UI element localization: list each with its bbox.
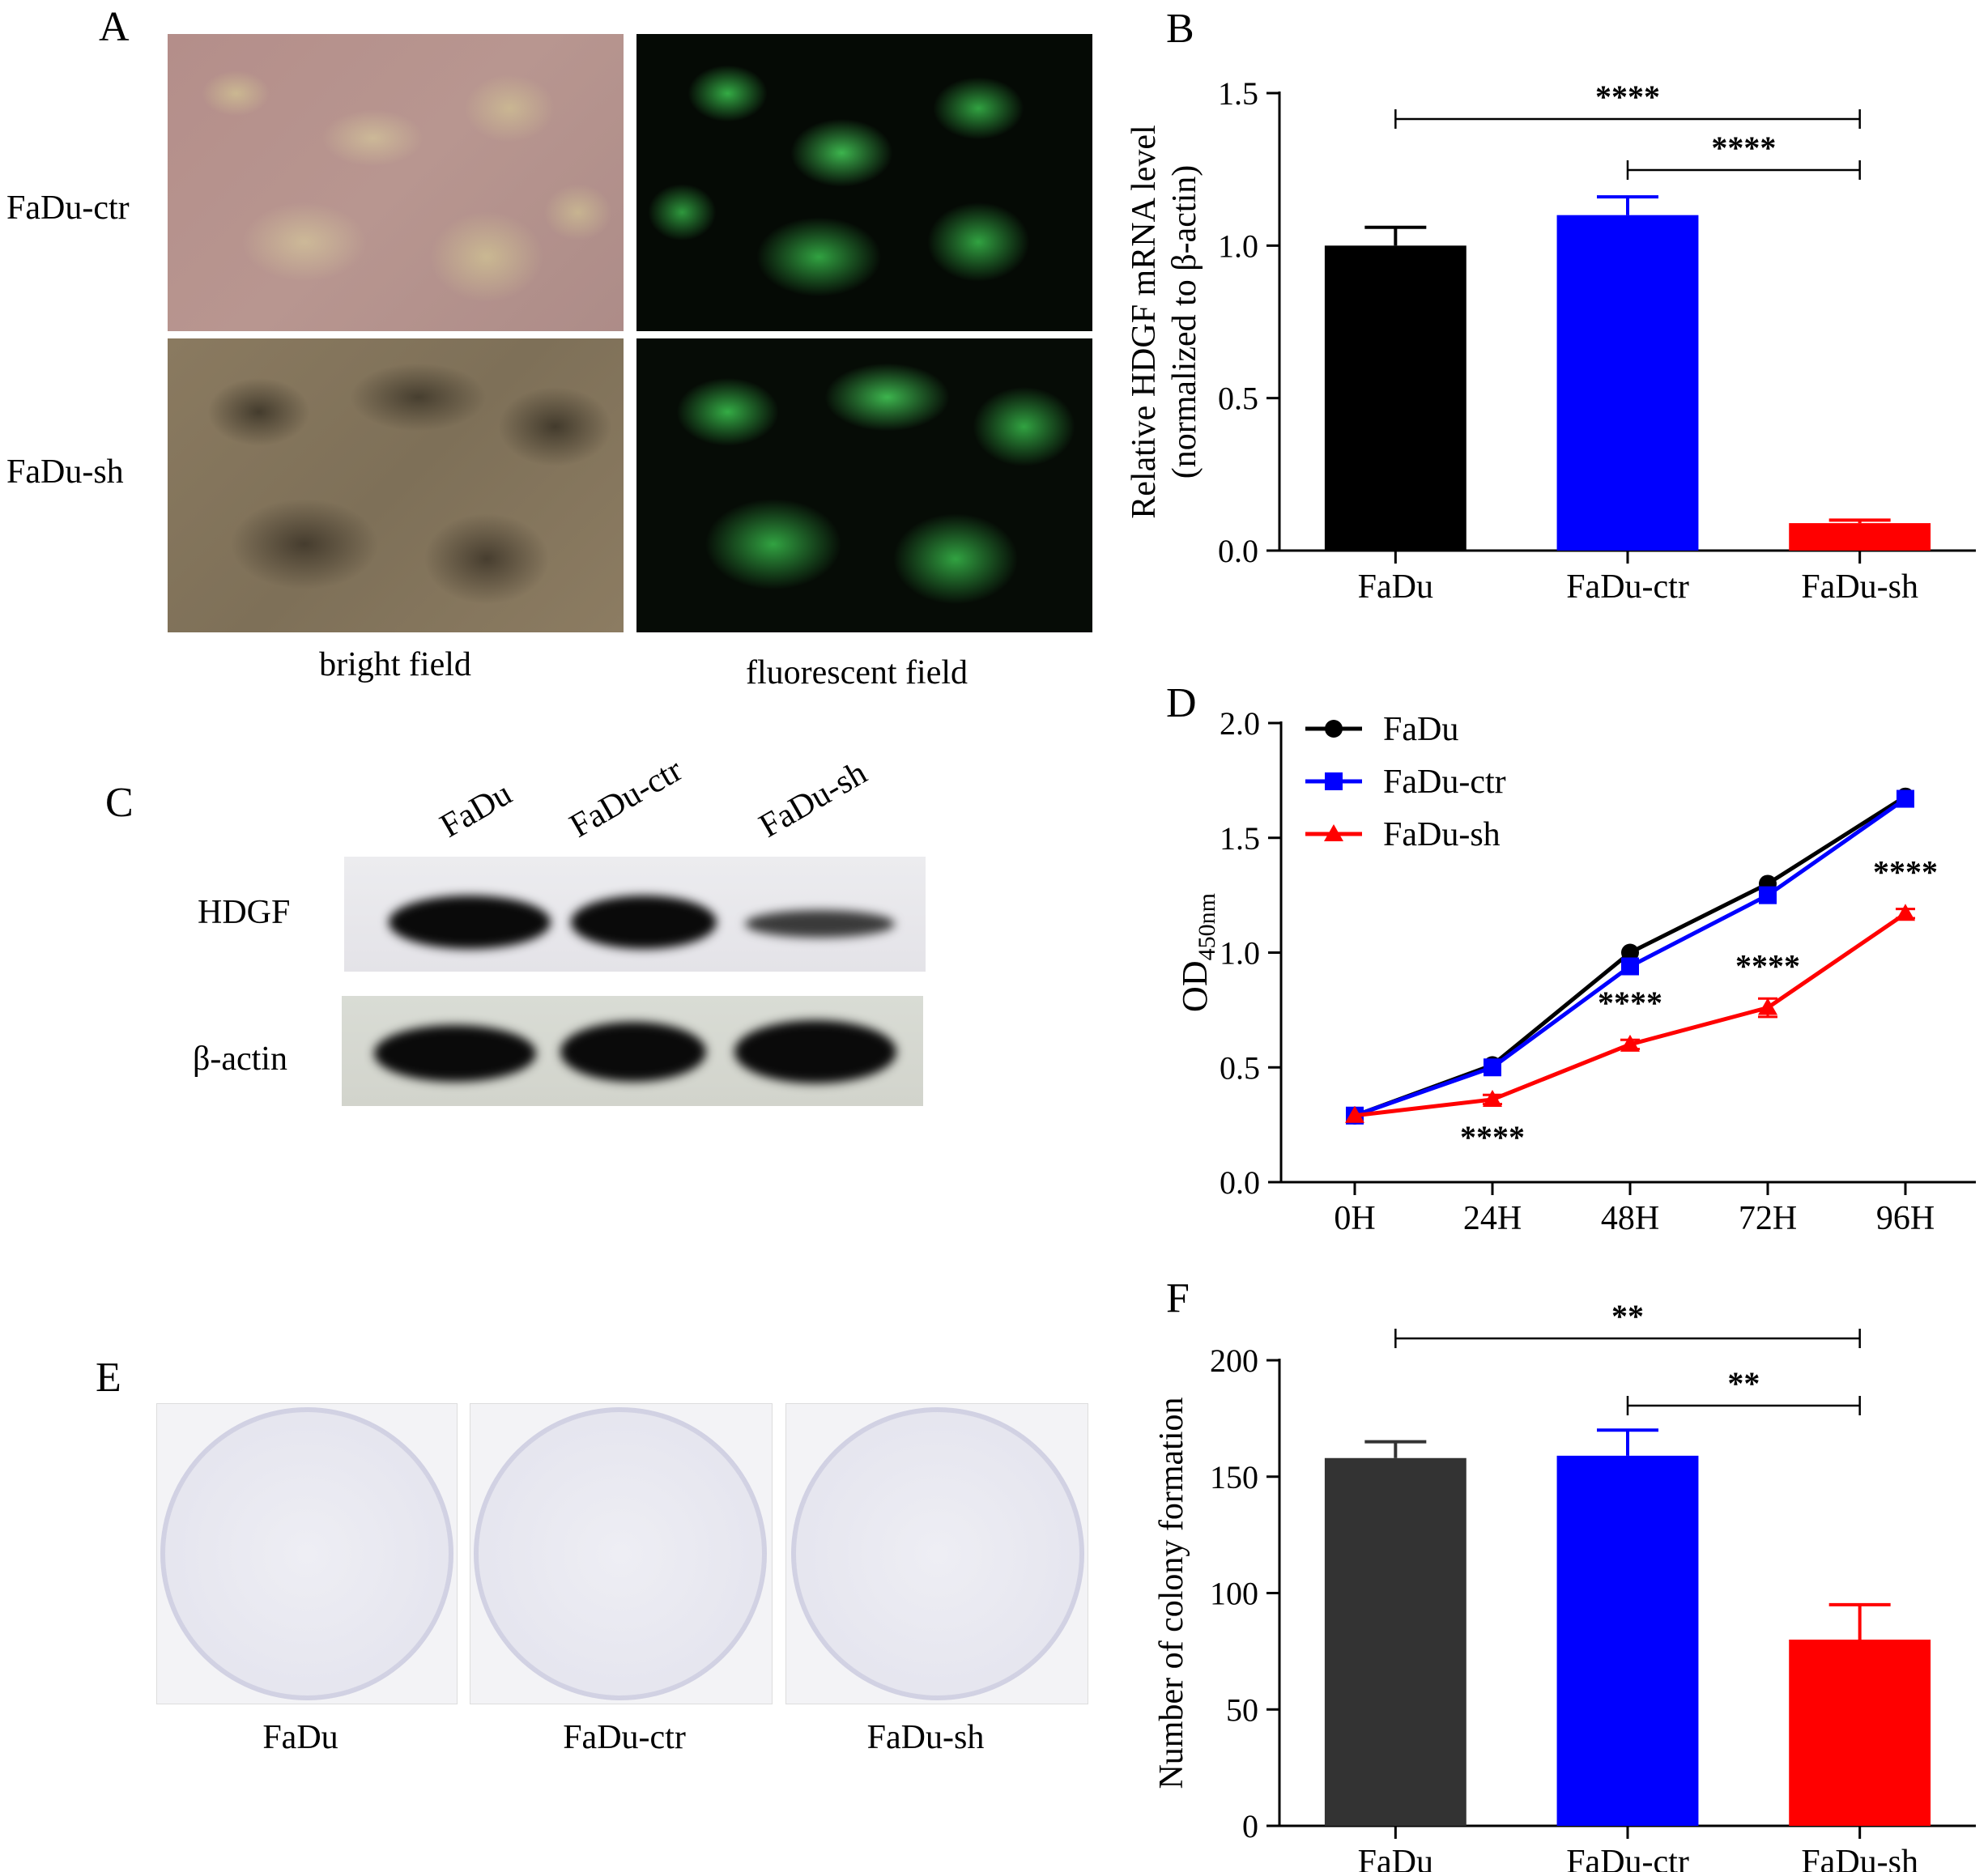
chart-d-legend-marker-fadu — [1325, 720, 1343, 738]
colony-dish-fadu-sh — [791, 1407, 1084, 1700]
chart-b-x-tick-label-fadu-sh: FaDu-sh — [1801, 568, 1918, 606]
panel-d-letter: D — [1166, 680, 1197, 726]
chart-d-x-tick-label-48h: 48H — [1601, 1200, 1659, 1237]
bright-field-image-ctr — [168, 34, 624, 331]
hdgf-blot — [344, 857, 926, 972]
hdgf-band-fadu-ctr — [571, 896, 717, 949]
plate-label-fadu-sh: FaDu-sh — [866, 1719, 985, 1756]
col-label-fluorescent-field: fluorescent field — [745, 654, 968, 691]
chart-d-legend-label-fadu: FaDu — [1383, 711, 1458, 748]
chart-b-bar-fadu — [1324, 245, 1467, 551]
chart-f-x-tick-label-fadu: FaDu — [1358, 1844, 1433, 1872]
col-label-bright-field: bright field — [319, 646, 471, 683]
row-label-fadu-ctr: FaDu-ctr — [6, 189, 130, 227]
chart-f-x-tick-label-fadu-ctr: FaDu-ctr — [1566, 1844, 1689, 1872]
row-label-fadu-sh: FaDu-sh — [6, 453, 124, 491]
panel-f-letter: F — [1166, 1275, 1190, 1321]
chart-d-sig-label: **** — [1460, 1119, 1525, 1155]
chart-d-legend-label-fadu-ctr: FaDu-ctr — [1383, 764, 1506, 801]
chart-d-legend-marker-fadu-ctr — [1325, 772, 1343, 790]
chart-d-y-tick-label: 1.5 — [1220, 820, 1260, 857]
chart-f-bar-fadu-ctr — [1556, 1455, 1699, 1826]
beta-actin-blot — [342, 996, 923, 1106]
chart-d-x-tick-label-0h: 0H — [1334, 1200, 1375, 1237]
panel-b-letter: B — [1166, 6, 1194, 52]
panel-c-letter: C — [105, 780, 134, 826]
chart-d-point-fadu-ctr — [1759, 886, 1777, 904]
chart-b: 0.0 0.5 1.0 1.5 FaDu FaDu-ctr FaDu-sh **** **** R… — [1126, 75, 1976, 606]
chart-f-sig-label: ** — [1727, 1365, 1760, 1402]
chart-d-y-label: OD450nm — [1175, 893, 1220, 1012]
chart-d-x-tick-label-72h: 72H — [1739, 1200, 1797, 1237]
chart-b-sig-label: **** — [1711, 130, 1776, 166]
chart-d: 0.0 0.5 1.0 1.5 2.0 0H 24H 48H 72H 96H FaDu FaDu-ct… — [1175, 705, 1976, 1237]
chart-d-legend-marker-fadu-sh — [1324, 824, 1343, 841]
actin-band-fadu — [374, 1025, 536, 1082]
chart-d-point-fadu-sh — [1483, 1089, 1502, 1107]
colony-plate-fadu-sh — [785, 1403, 1088, 1704]
chart-f-y-tick-label: 0 — [1242, 1808, 1258, 1844]
plate-label-fadu: FaDu — [262, 1719, 338, 1756]
chart-b-x-tick-label-fadu: FaDu — [1358, 568, 1433, 606]
chart-d-x-tick-label-96h: 96H — [1876, 1200, 1935, 1237]
chart-f-sig-label: ** — [1611, 1298, 1644, 1334]
bright-field-image-sh — [168, 338, 624, 632]
chart-f-x-tick-label-fadu-sh: FaDu-sh — [1801, 1844, 1918, 1872]
chart-d-point-fadu — [1621, 943, 1639, 962]
colony-plate-fadu — [156, 1403, 458, 1704]
chart-d-point-fadu-sh — [1758, 998, 1777, 1015]
chart-d-sig-label: **** — [1735, 948, 1800, 985]
chart-b-y-tick-label: 1.0 — [1218, 228, 1258, 264]
chart-d-y-tick-label: 2.0 — [1220, 705, 1260, 742]
chart-d-y-label-main: OD — [1175, 960, 1215, 1012]
chart-d-point-fadu-sh — [1896, 904, 1915, 921]
hdgf-band-fadu — [389, 896, 551, 949]
chart-d-point-fadu-ctr — [1484, 1058, 1501, 1077]
actin-band-fadu-sh — [734, 1020, 896, 1083]
chart-f-y-label: Number of colony formation — [1153, 1397, 1190, 1789]
blot-label-hdgf: HDGF — [198, 894, 291, 931]
chart-d-point-fadu-sh — [1345, 1105, 1364, 1123]
chart-d-sig-label: **** — [1598, 985, 1662, 1021]
fluorescent-field-image-sh — [636, 338, 1092, 632]
colony-plate-fadu-ctr — [470, 1403, 773, 1704]
chart-b-x-tick-label-fadu-ctr: FaDu-ctr — [1566, 568, 1689, 606]
chart-d-y-tick-label: 1.0 — [1220, 935, 1260, 972]
chart-f: 0 50 100 150 200 FaDu FaDu-ctr FaDu-sh ** ** Numbe… — [1153, 1298, 1976, 1872]
panel-a-letter: A — [99, 4, 130, 50]
chart-d-y-tick-label: 0.5 — [1220, 1049, 1260, 1086]
chart-f-y-tick-label: 100 — [1210, 1576, 1258, 1612]
plate-label-fadu-ctr: FaDu-ctr — [563, 1719, 686, 1756]
chart-f-y-tick-label: 150 — [1210, 1459, 1258, 1495]
chart-b-y-tick-label: 0.5 — [1218, 381, 1258, 417]
chart-d-legend-label-fadu-sh: FaDu-sh — [1383, 816, 1501, 853]
chart-d-x-tick-label-24h: 24H — [1463, 1200, 1522, 1237]
chart-d-y-label-sub: 450nm — [1194, 893, 1220, 960]
chart-f-bar-fadu — [1324, 1457, 1467, 1826]
chart-b-sig-label: **** — [1595, 79, 1660, 115]
chart-b-y-tick-label: 0.0 — [1218, 533, 1258, 569]
chart-b-bar-fadu-sh — [1789, 523, 1931, 551]
fluorescent-field-image-ctr — [636, 34, 1092, 331]
chart-b-bar-fadu-ctr — [1556, 215, 1699, 551]
chart-f-y-tick-label: 50 — [1226, 1691, 1258, 1728]
chart-f-y-tick-label: 200 — [1210, 1342, 1258, 1379]
chart-f-bar-fadu-sh — [1789, 1640, 1931, 1826]
chart-b-y-tick-label: 1.5 — [1218, 75, 1258, 112]
actin-band-fadu-ctr — [560, 1022, 706, 1082]
chart-b-y-label: (normalized to β-actin) — [1166, 165, 1203, 479]
colony-dish-fadu — [160, 1407, 453, 1700]
chart-d-point-fadu-ctr — [1896, 789, 1914, 808]
chart-d-point-fadu-ctr — [1621, 957, 1639, 976]
chart-d-y-tick-label: 0.0 — [1220, 1164, 1260, 1201]
chart-b-y-label: Relative HDGF mRNA level — [1126, 125, 1163, 518]
blot-label-beta-actin: β-actin — [193, 1040, 287, 1078]
hdgf-band-fadu-sh — [745, 910, 895, 938]
panel-e-letter: E — [96, 1355, 121, 1401]
chart-d-sig-label: **** — [1873, 853, 1938, 890]
colony-dish-fadu-ctr — [474, 1407, 767, 1700]
chart-d-point-fadu-sh — [1620, 1034, 1640, 1052]
